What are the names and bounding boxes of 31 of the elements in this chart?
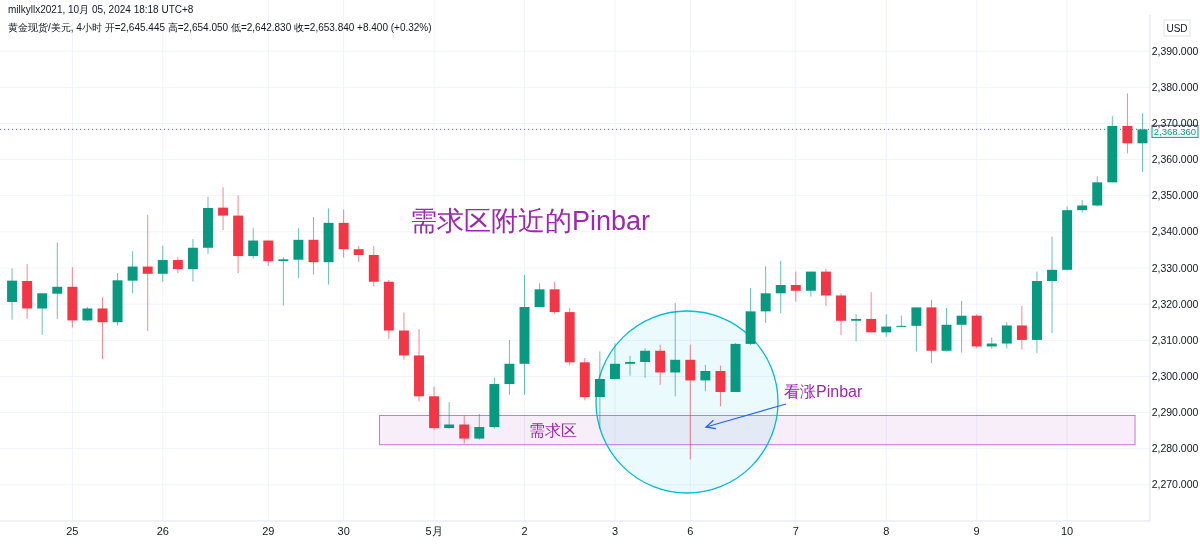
annotation: 看涨Pinbar <box>784 383 863 400</box>
y-tick-label: 2,360.000 <box>1151 153 1199 166</box>
y-tick-label: 2,380.000 <box>1151 80 1199 93</box>
y-tick-label: 2,320.000 <box>1151 297 1199 310</box>
x-tick-label: 5月 <box>425 525 443 537</box>
y-tick-label: 2,390.000 <box>1151 44 1199 57</box>
x-tick-label: 30 <box>337 525 350 537</box>
y-tick-label: 2,330.000 <box>1151 261 1199 274</box>
y-tick-label: 2,280.000 <box>1151 442 1199 455</box>
band: 需求区 <box>379 414 1136 446</box>
x-tick-label: 6 <box>687 525 694 537</box>
x-tick-label: 2 <box>521 525 528 537</box>
y-axis-title: USD <box>1166 23 1188 34</box>
band-label: 需求区 <box>529 422 577 440</box>
x-tick-label: 8 <box>883 525 890 537</box>
x-tick-label: 9 <box>973 525 980 537</box>
y-tick-label: 2,340.000 <box>1151 225 1199 238</box>
text: 黄金现货/美元, 4小时 开=2,645.445 高=2,654.050 低=2,642.830 收=2,653.840 +8.400 (+0.32%) <box>8 22 432 33</box>
x-tick-label: 25 <box>66 525 79 537</box>
x-tick-label: 3 <box>611 525 618 537</box>
y-tick-label: 2,290.000 <box>1151 406 1199 419</box>
y-tick-label: 2,350.000 <box>1151 189 1199 202</box>
annotation: milkyllx2021, 10月 05, 2024 18:18 UTC+8 <box>8 4 194 15</box>
x-tick-label: 29 <box>262 525 275 537</box>
y-tick-label: 2,270.000 <box>1151 478 1199 491</box>
x-tick-label: 26 <box>156 525 169 537</box>
y-tick-label: 2,300.000 <box>1151 369 1199 382</box>
x-tick-label: 7 <box>792 525 799 537</box>
y-tick-label: 2,310.000 <box>1151 333 1199 346</box>
x-tick-label: 10 <box>1060 525 1074 537</box>
text: 需求区附近的Pinbar <box>410 206 651 236</box>
